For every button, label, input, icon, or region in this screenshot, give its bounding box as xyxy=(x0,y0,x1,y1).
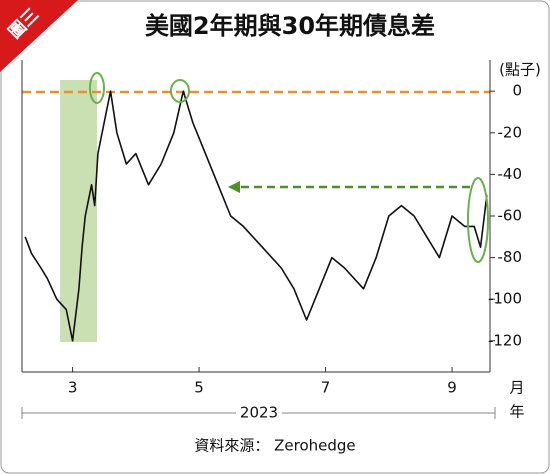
y-tick-label: -40 xyxy=(498,165,523,183)
y-tick-label: -80 xyxy=(498,248,523,266)
y-tick-label: -120 xyxy=(488,331,522,349)
badge-bg xyxy=(0,0,78,72)
x-tick-label: 5 xyxy=(194,379,204,397)
x-axis-label: 月 xyxy=(509,379,524,397)
x-tick-label: 9 xyxy=(447,379,457,397)
highlight-circle xyxy=(89,72,105,104)
arrow-head xyxy=(228,181,240,193)
data-line xyxy=(24,90,488,342)
y-tick-label: -20 xyxy=(498,123,523,141)
chart-title: 美國2年期與30年期債息差 xyxy=(145,12,435,40)
x-tick-label: 3 xyxy=(68,379,78,397)
y-tick-label: 0 xyxy=(512,82,522,100)
year-label: 2023 xyxy=(240,404,278,422)
source: 資料來源： Zerohedge xyxy=(194,437,355,455)
highlight-region xyxy=(60,80,97,342)
year-bg xyxy=(236,402,282,424)
highlight-circle xyxy=(467,177,489,263)
y-tick-label: -100 xyxy=(488,290,522,308)
x-group-label: 年 xyxy=(509,403,524,421)
y-axis-label: (點子) xyxy=(499,61,541,79)
x-tick-label: 7 xyxy=(321,379,331,397)
highlight-circle xyxy=(170,79,190,103)
y-tick-label: -60 xyxy=(498,207,523,225)
